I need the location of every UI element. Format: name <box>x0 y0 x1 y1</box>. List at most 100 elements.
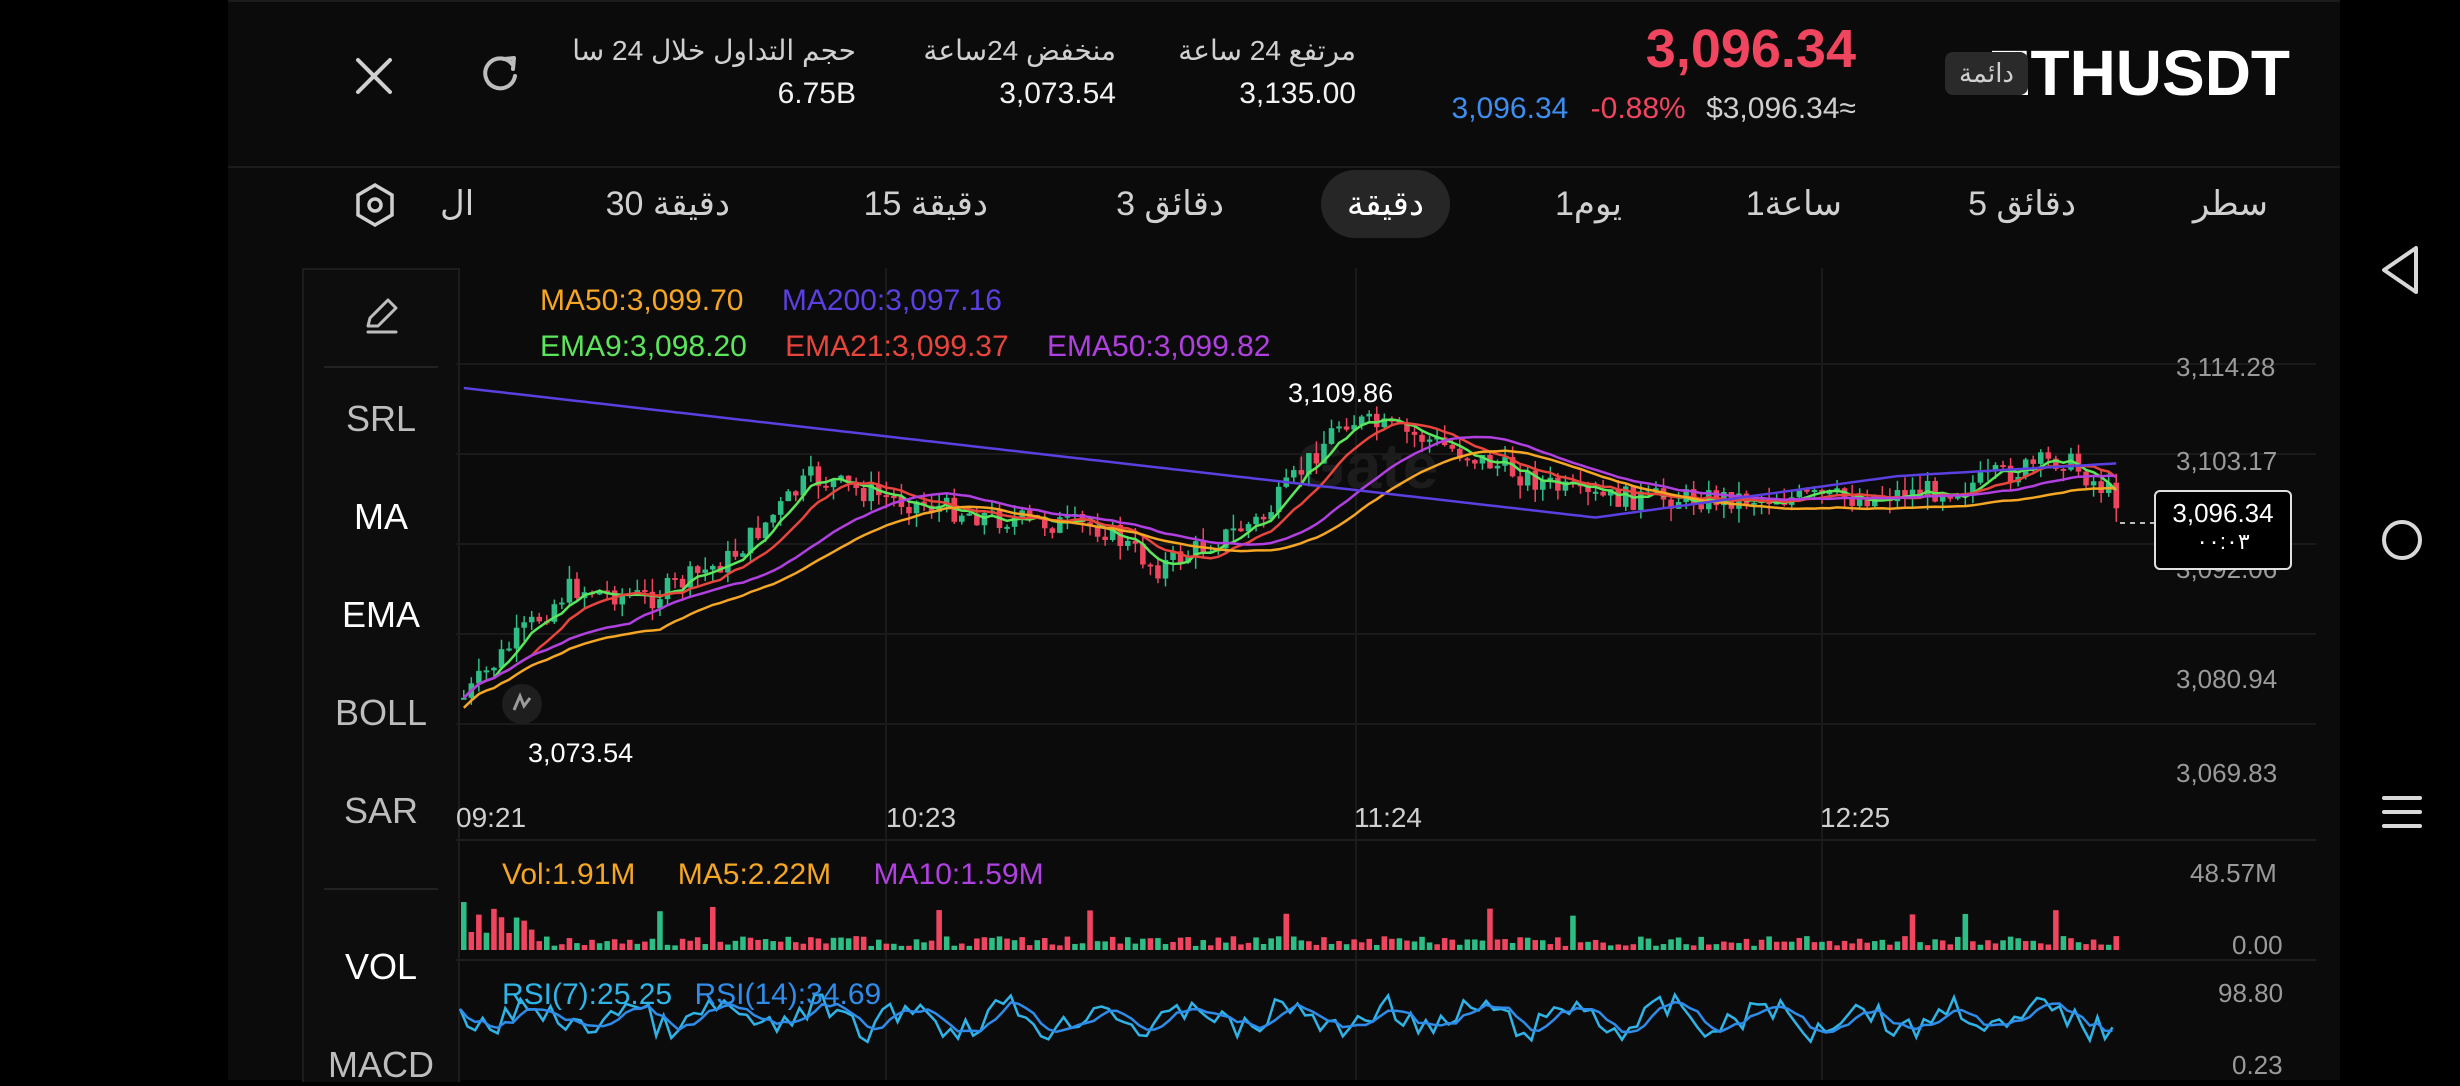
volume-bar <box>1238 944 1244 950</box>
menu-lines-icon[interactable] <box>2380 790 2424 834</box>
volume-bar <box>1766 936 1772 950</box>
volume-bar <box>1200 940 1206 950</box>
volume-bar <box>943 936 950 950</box>
tab-1h[interactable]: 1ساعة <box>1745 185 1842 223</box>
sidebar-item-ma[interactable]: MA <box>354 496 408 537</box>
candle-body <box>1223 529 1229 549</box>
sidebar-item-ema[interactable]: EMA <box>341 594 420 635</box>
high-annotation: 3,109.86 <box>1288 378 1394 408</box>
volume-bar <box>1147 938 1154 950</box>
pencil-icon[interactable] <box>360 294 402 336</box>
replay-icon[interactable] <box>500 682 544 726</box>
home-circle-icon[interactable] <box>2378 516 2426 564</box>
candle-body <box>1313 453 1320 464</box>
volume-bar <box>544 936 550 950</box>
current-price-label: 3,096.34 <box>2172 498 2274 528</box>
tab-5m[interactable]: 5 دقائق <box>1968 185 2076 223</box>
candle-body <box>1540 480 1546 490</box>
candle-body <box>1291 470 1297 478</box>
volume-bar <box>506 933 512 950</box>
volume-bar <box>1502 939 1508 950</box>
candle-body <box>491 667 497 671</box>
volume-bar <box>921 942 927 950</box>
candle-body <box>2075 453 2082 472</box>
sidebar-item-sar[interactable]: SAR <box>343 790 419 831</box>
volume-axis-top: 48.57M <box>2190 858 2277 888</box>
volume-bar <box>1917 942 1923 950</box>
volume-bar <box>777 941 784 950</box>
refresh-icon[interactable] <box>478 50 522 94</box>
back-triangle-icon[interactable] <box>2378 244 2426 296</box>
candle-body <box>1479 455 1486 464</box>
candle-body <box>1555 477 1561 491</box>
candle-body <box>830 480 837 488</box>
volume-bar <box>1449 939 1455 950</box>
sidebar-item-vol[interactable]: VOL <box>344 946 418 987</box>
stat-label: منخفض 24ساعة <box>923 35 1116 66</box>
volume-bar <box>1638 936 1644 950</box>
candle-body <box>536 616 542 622</box>
volume-bar <box>1026 945 1033 950</box>
legend-vol: Vol:1.91M <box>502 858 636 891</box>
candle-body <box>694 566 701 573</box>
price-axis-label: 3,069.83 <box>2176 758 2278 788</box>
hexagon-settings-icon[interactable] <box>352 182 398 228</box>
time-axis-label: 12:25 <box>1820 802 1891 833</box>
ema-legend-row: EMA9:3,098.20 EMA21:3,099.37 EMA50:3,099… <box>540 330 1271 364</box>
candle-body <box>679 578 686 588</box>
volume-bar <box>830 937 837 950</box>
volume-bar <box>1615 944 1621 950</box>
stat-value: 3,073.54 <box>999 77 1116 110</box>
rsi-legend-row: RSI(7):25.25 RSI(14):34.69 <box>502 978 881 1012</box>
volume-bar <box>1170 941 1176 950</box>
candle-body <box>1683 489 1689 502</box>
volume-bar <box>672 945 678 950</box>
candle-body <box>1147 564 1154 567</box>
candle-body <box>815 466 822 486</box>
tab-15m[interactable]: 15 دقيقة <box>863 185 988 223</box>
volume-bar <box>1464 939 1471 950</box>
ma-lines-group <box>462 386 2156 709</box>
candle-body <box>1336 426 1342 429</box>
symbol-title[interactable]: ETHUSDT <box>1987 37 2290 109</box>
candlestick-chart[interactable]: Gate <box>456 268 2330 1080</box>
volume-bar <box>747 937 754 950</box>
volume-bar <box>1215 937 1222 950</box>
volume-bar <box>657 911 663 950</box>
volume-bar <box>762 939 769 950</box>
candle-body <box>755 527 761 539</box>
candle-body <box>974 513 980 526</box>
volume-bar <box>1034 940 1040 950</box>
volume-bar <box>793 942 799 950</box>
tab-line[interactable]: سطر <box>2192 185 2268 223</box>
volume-bar <box>1011 940 1018 950</box>
volume-bar <box>1555 937 1561 950</box>
tab-more[interactable]: ال <box>440 185 472 223</box>
volume-bar <box>1177 937 1184 950</box>
candle-body <box>1856 497 1863 506</box>
candle-body <box>559 602 565 605</box>
volume-bar <box>476 914 482 950</box>
volume-bar <box>1381 936 1388 950</box>
close-icon[interactable] <box>352 54 396 98</box>
sidebar-item-macd[interactable]: MACD <box>328 1044 434 1085</box>
sidebar-item-boll[interactable]: BOLL <box>334 692 428 733</box>
tab-1m[interactable]: دقيقة <box>1320 170 1450 238</box>
volume-bar <box>800 943 807 950</box>
candle-body <box>853 482 859 489</box>
tab-30m[interactable]: 30 دقيقة <box>605 185 730 223</box>
volume-bar <box>1079 943 1086 950</box>
volume-bar <box>468 931 475 950</box>
tab-1d[interactable]: 1يوم <box>1555 185 1622 223</box>
volume-bar <box>868 945 874 950</box>
ma-legend-row: MA50:3,099.70 MA200:3,097.16 <box>540 284 1002 318</box>
sidebar-item-srl[interactable]: SRL <box>345 398 417 439</box>
volume-axis-bottom: 0.00 <box>2232 930 2283 960</box>
candle-body <box>649 591 656 609</box>
volume-bar <box>1970 941 1976 950</box>
candle-body <box>1517 476 1523 486</box>
tab-3m[interactable]: 3 دقائق <box>1116 185 1224 223</box>
candle-body <box>1524 470 1531 486</box>
volume-bar <box>1434 944 1440 950</box>
volume-bar <box>1683 944 1689 950</box>
